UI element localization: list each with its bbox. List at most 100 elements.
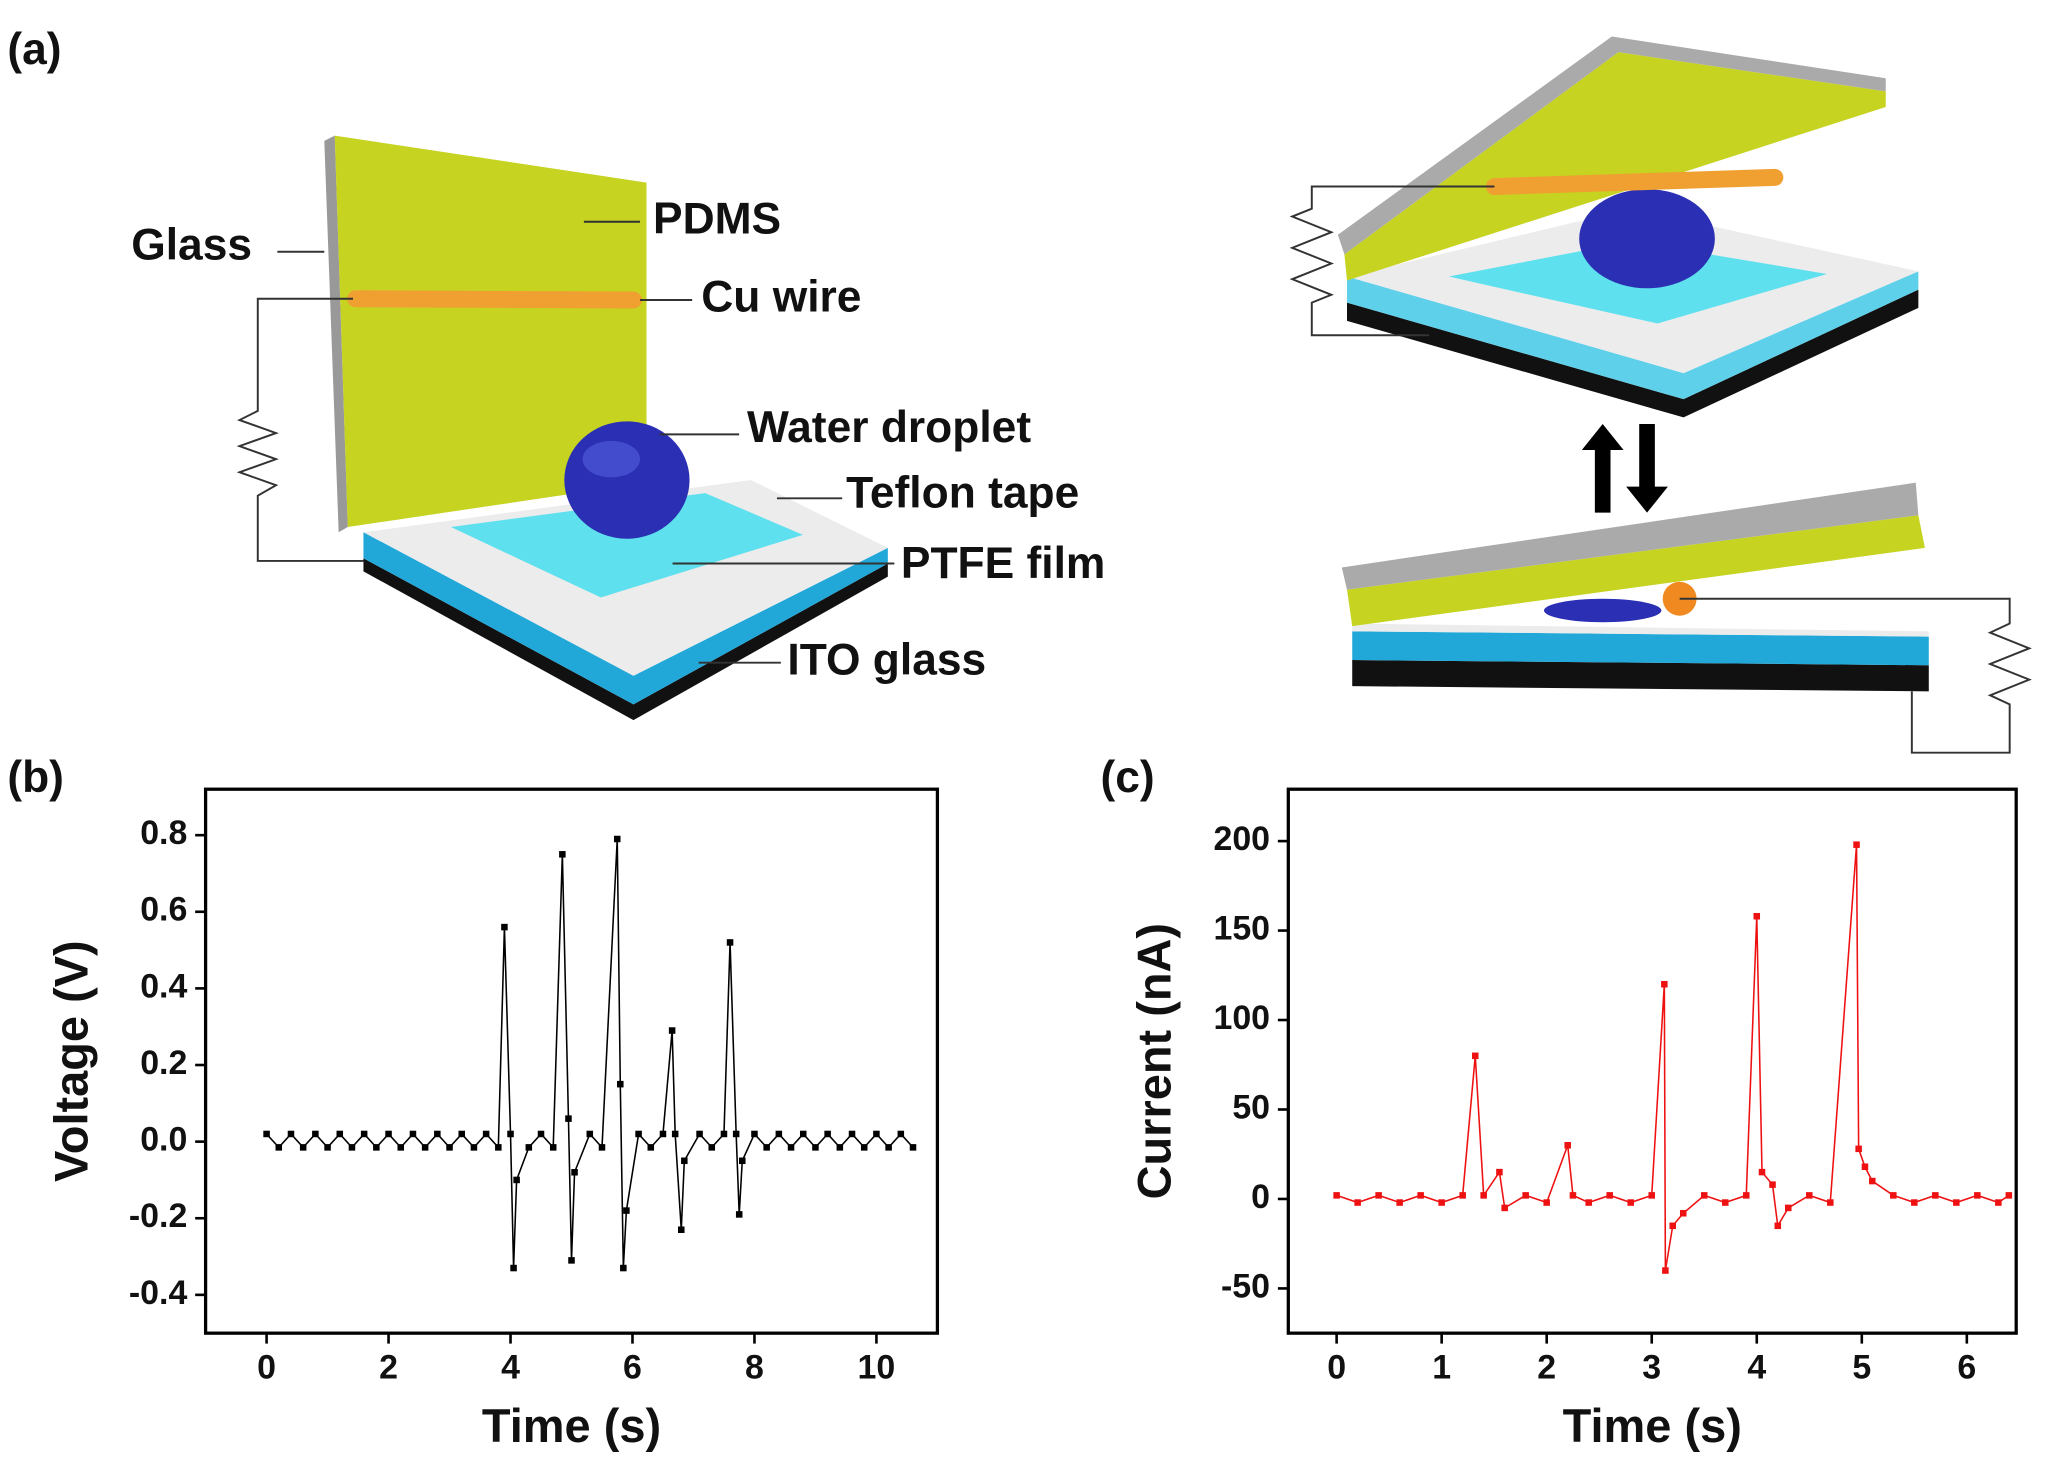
data-point: [1911, 1199, 1918, 1206]
data-point: [668, 1027, 676, 1034]
diagram-label: Glass: [131, 221, 252, 270]
data-point: [336, 1130, 344, 1138]
x-tick-label: 2: [1537, 1349, 1556, 1387]
device-right-top: [1289, 36, 1919, 418]
data-point: [1627, 1199, 1634, 1206]
data-point: [586, 1130, 594, 1138]
data-point: [1753, 912, 1761, 920]
data-point: [565, 1115, 572, 1122]
data-point: [1354, 1199, 1361, 1206]
x-tick-label: 6: [1957, 1349, 1976, 1387]
data-point: [1853, 841, 1860, 848]
y-axis-title: Voltage (V): [45, 940, 98, 1182]
y-tick-label: 0.6: [140, 891, 187, 929]
data-point: [1661, 980, 1668, 988]
data-point: [696, 1130, 703, 1138]
y-tick-label: -50: [1221, 1267, 1270, 1305]
data-point: [2005, 1192, 2013, 1199]
y-tick-label: -0.2: [129, 1197, 187, 1235]
data-point: [897, 1130, 905, 1138]
device-right-bottom: [1341, 482, 2032, 754]
diagram-label: Water droplet: [747, 403, 1031, 452]
y-tick-label: 0.2: [140, 1044, 187, 1082]
data-point: [775, 1130, 783, 1138]
data-point: [1785, 1204, 1792, 1212]
data-point: [1742, 1192, 1750, 1199]
data-point: [299, 1144, 307, 1151]
x-tick-label: 0: [257, 1349, 276, 1387]
y-tick-label: 150: [1213, 910, 1270, 948]
data-point: [1932, 1192, 1939, 1199]
data-point: [671, 1130, 679, 1138]
x-tick-label: 10: [858, 1349, 896, 1387]
data-point: [507, 1130, 514, 1138]
y-tick-label: 100: [1213, 999, 1270, 1037]
data-point: [510, 1264, 517, 1272]
data-point: [501, 923, 508, 931]
data-point: [458, 1130, 465, 1138]
data-point: [324, 1144, 331, 1151]
data-point: [434, 1130, 441, 1138]
data-point: [1869, 1177, 1876, 1185]
data-point: [1480, 1192, 1487, 1199]
data-point: [617, 1080, 624, 1088]
data-point: [836, 1144, 844, 1151]
data-point: [1648, 1192, 1655, 1199]
y-tick-label: -0.4: [129, 1274, 188, 1312]
x-tick-label: 2: [379, 1349, 398, 1387]
y-tick-label: 0.0: [140, 1121, 187, 1159]
y-axis-title: Current (nA): [1127, 923, 1180, 1199]
data-point: [1758, 1168, 1766, 1176]
data-point: [571, 1169, 578, 1176]
data-point: [1855, 1145, 1862, 1153]
data-point: [1606, 1192, 1613, 1199]
data-point: [678, 1226, 685, 1233]
data-point: [1522, 1192, 1529, 1199]
data-point: [549, 1144, 557, 1151]
x-tick-label: 3: [1642, 1349, 1661, 1387]
x-tick-label: 6: [623, 1349, 642, 1387]
data-point: [812, 1144, 819, 1151]
panel-label: (c): [1100, 753, 1154, 802]
arrows: [1581, 423, 1668, 513]
data-point: [1700, 1192, 1708, 1199]
data-point: [647, 1144, 655, 1151]
data-point: [598, 1144, 606, 1151]
data-point: [732, 1130, 740, 1138]
data-point: [525, 1144, 533, 1151]
data-point: [885, 1144, 892, 1151]
data-point: [1417, 1192, 1424, 1199]
data-point: [446, 1144, 453, 1151]
data-point: [1974, 1192, 1981, 1199]
diagram-label: PTFE film: [901, 539, 1105, 588]
x-axis-title: Time (s): [1563, 1399, 1742, 1452]
data-point: [1662, 1267, 1669, 1274]
device-left: [236, 135, 895, 721]
data-point: [909, 1144, 917, 1151]
data-point: [482, 1130, 490, 1138]
data-point: [397, 1144, 405, 1151]
data-point: [312, 1130, 319, 1138]
data-point: [1721, 1199, 1729, 1206]
y-tick-label: 200: [1213, 820, 1270, 858]
data-point: [620, 1264, 627, 1272]
diagram-label: ITO glass: [787, 635, 986, 684]
plot-frame: [1286, 787, 2018, 1335]
data-point: [495, 1144, 502, 1151]
data-point: [287, 1130, 295, 1138]
diagram-label: Teflon tape: [846, 468, 1079, 517]
data-point: [360, 1130, 368, 1138]
data-point: [421, 1144, 429, 1151]
data-point: [787, 1144, 795, 1151]
plot-frame: [203, 787, 940, 1335]
data-point: [470, 1144, 478, 1151]
data-point: [1995, 1199, 2002, 1206]
data-point: [559, 851, 566, 858]
data-point: [708, 1144, 716, 1151]
data-point: [763, 1144, 770, 1151]
data-point: [735, 1211, 743, 1218]
data-point: [860, 1144, 868, 1151]
x-tick-label: 1: [1432, 1349, 1451, 1387]
data-point: [1585, 1199, 1592, 1206]
